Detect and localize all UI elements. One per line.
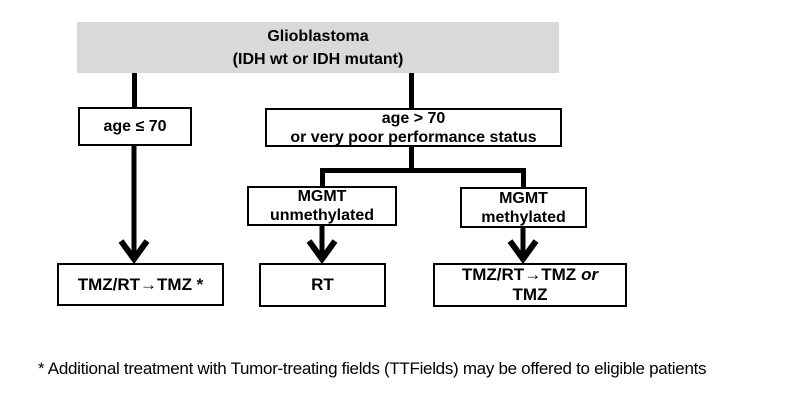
node-treatment-tmz-rt-tmz-label: TMZ/RT→TMZ * (77, 274, 204, 294)
footnote-ttfields: * Additional treatment with Tumor-treati… (38, 359, 707, 378)
node-age-gt-70: age > 70 or very poor performance status (265, 108, 562, 147)
node-treatment-tmz-rt-tmz-or-tmz-line1: TMZ/RT→TMZ or (462, 265, 598, 285)
treatment-or-text: or (581, 265, 599, 284)
node-mgmt-unmethylated: MGMT unmethylated (247, 186, 397, 226)
node-age-le-70-label: age ≤ 70 (103, 118, 167, 135)
node-mgmt-unmethylated-line1: MGMT (297, 188, 347, 205)
node-glioblastoma-title: Glioblastoma (267, 27, 369, 45)
connector-mgmt-branch-bar (320, 168, 526, 173)
connector-branch-to-methylated (521, 168, 526, 187)
node-mgmt-methylated: MGMT methylated (460, 187, 587, 228)
arrow-methylated-to-tmz (507, 228, 539, 263)
treatment-main-text: TMZ/RT→TMZ (461, 265, 577, 284)
node-age-gt-70-line1: age > 70 (381, 109, 446, 127)
node-treatment-tmz-rt-tmz: TMZ/RT→TMZ * (57, 263, 224, 306)
node-mgmt-methylated-line2: methylated (481, 208, 566, 226)
node-treatment-tmz-rt-tmz-or-tmz: TMZ/RT→TMZ or TMZ (433, 263, 627, 307)
connector-root-to-age-le-70 (132, 73, 137, 107)
connector-branch-to-unmethylated (320, 168, 325, 186)
connector-age-gt-70-down (409, 147, 414, 173)
node-age-gt-70-line2: or very poor performance status (290, 128, 537, 146)
node-treatment-tmz-rt-tmz-or-tmz-line2: TMZ (512, 285, 548, 304)
node-glioblastoma: Glioblastoma (IDH wt or IDH mutant) (77, 22, 559, 73)
node-age-le-70: age ≤ 70 (78, 107, 192, 146)
node-glioblastoma-subtitle: (IDH wt or IDH mutant) (232, 50, 404, 68)
arrow-unmethylated-to-rt (306, 226, 338, 263)
node-treatment-rt-label: RT (311, 275, 334, 294)
node-mgmt-methylated-line1: MGMT (499, 189, 548, 207)
arrow-age-le-70-to-tmz-rt-tmz (118, 146, 150, 264)
node-mgmt-unmethylated-line2: unmethylated (269, 207, 374, 224)
connector-root-to-age-gt-70 (409, 73, 414, 108)
node-treatment-rt: RT (259, 263, 386, 307)
